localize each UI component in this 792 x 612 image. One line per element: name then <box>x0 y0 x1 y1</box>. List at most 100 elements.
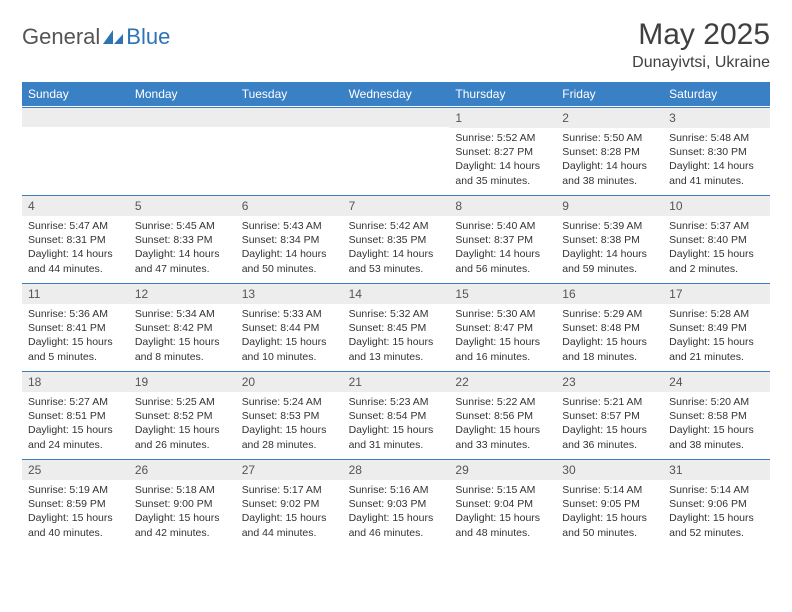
daylight-line: Daylight: 14 hours and 41 minutes. <box>669 159 764 187</box>
sunset-line: Sunset: 9:04 PM <box>455 497 550 511</box>
logo-text-general: General <box>22 24 100 50</box>
day-number: 12 <box>129 283 236 304</box>
logo-text-blue: Blue <box>126 24 170 50</box>
daylight-line: Daylight: 14 hours and 47 minutes. <box>135 247 230 275</box>
calendar-day-cell: 10Sunrise: 5:37 AMSunset: 8:40 PMDayligh… <box>663 194 770 282</box>
calendar-day-cell: 2Sunrise: 5:50 AMSunset: 8:28 PMDaylight… <box>556 106 663 194</box>
daynum-empty <box>236 107 343 127</box>
daylight-line: Daylight: 15 hours and 28 minutes. <box>242 423 337 451</box>
daylight-line: Daylight: 15 hours and 18 minutes. <box>562 335 657 363</box>
day-number: 28 <box>343 459 450 480</box>
calendar-weekday-header: SundayMondayTuesdayWednesdayThursdayFrid… <box>22 82 770 106</box>
day-number: 11 <box>22 283 129 304</box>
sunset-line: Sunset: 8:59 PM <box>28 497 123 511</box>
sunset-line: Sunset: 8:44 PM <box>242 321 337 335</box>
day-content: Sunrise: 5:36 AMSunset: 8:41 PMDaylight:… <box>22 304 129 370</box>
title-block: May 2025 Dunayivtsi, Ukraine <box>632 18 770 72</box>
day-number: 25 <box>22 459 129 480</box>
day-number: 7 <box>343 195 450 216</box>
page-header: General Blue May 2025 Dunayivtsi, Ukrain… <box>22 18 770 72</box>
daylight-line: Daylight: 14 hours and 38 minutes. <box>562 159 657 187</box>
day-content: Sunrise: 5:20 AMSunset: 8:58 PMDaylight:… <box>663 392 770 458</box>
sunset-line: Sunset: 9:06 PM <box>669 497 764 511</box>
day-content: Sunrise: 5:30 AMSunset: 8:47 PMDaylight:… <box>449 304 556 370</box>
day-number: 14 <box>343 283 450 304</box>
day-content: Sunrise: 5:29 AMSunset: 8:48 PMDaylight:… <box>556 304 663 370</box>
sunrise-line: Sunrise: 5:17 AM <box>242 483 337 497</box>
day-content: Sunrise: 5:48 AMSunset: 8:30 PMDaylight:… <box>663 128 770 194</box>
weekday-header-cell: Sunday <box>22 82 129 106</box>
sunset-line: Sunset: 9:00 PM <box>135 497 230 511</box>
day-number: 27 <box>236 459 343 480</box>
weekday-header-cell: Thursday <box>449 82 556 106</box>
sunset-line: Sunset: 8:47 PM <box>455 321 550 335</box>
sunrise-line: Sunrise: 5:15 AM <box>455 483 550 497</box>
sunrise-line: Sunrise: 5:42 AM <box>349 219 444 233</box>
daylight-line: Daylight: 15 hours and 10 minutes. <box>242 335 337 363</box>
day-number: 8 <box>449 195 556 216</box>
sunset-line: Sunset: 8:41 PM <box>28 321 123 335</box>
sunrise-line: Sunrise: 5:28 AM <box>669 307 764 321</box>
day-number: 17 <box>663 283 770 304</box>
sunset-line: Sunset: 8:45 PM <box>349 321 444 335</box>
calendar-day-cell: 1Sunrise: 5:52 AMSunset: 8:27 PMDaylight… <box>449 106 556 194</box>
day-content: Sunrise: 5:32 AMSunset: 8:45 PMDaylight:… <box>343 304 450 370</box>
day-number: 16 <box>556 283 663 304</box>
day-number: 18 <box>22 371 129 392</box>
daylight-line: Daylight: 15 hours and 5 minutes. <box>28 335 123 363</box>
day-content: Sunrise: 5:27 AMSunset: 8:51 PMDaylight:… <box>22 392 129 458</box>
sunset-line: Sunset: 8:51 PM <box>28 409 123 423</box>
sunset-line: Sunset: 8:34 PM <box>242 233 337 247</box>
daylight-line: Daylight: 15 hours and 21 minutes. <box>669 335 764 363</box>
calendar-day-cell: 13Sunrise: 5:33 AMSunset: 8:44 PMDayligh… <box>236 282 343 370</box>
daylight-line: Daylight: 15 hours and 8 minutes. <box>135 335 230 363</box>
daylight-line: Daylight: 14 hours and 56 minutes. <box>455 247 550 275</box>
month-title: May 2025 <box>632 18 770 52</box>
daylight-line: Daylight: 14 hours and 50 minutes. <box>242 247 337 275</box>
sunset-line: Sunset: 8:57 PM <box>562 409 657 423</box>
sunset-line: Sunset: 8:28 PM <box>562 145 657 159</box>
day-content: Sunrise: 5:24 AMSunset: 8:53 PMDaylight:… <box>236 392 343 458</box>
day-content: Sunrise: 5:14 AMSunset: 9:06 PMDaylight:… <box>663 480 770 546</box>
day-content: Sunrise: 5:25 AMSunset: 8:52 PMDaylight:… <box>129 392 236 458</box>
daylight-line: Daylight: 15 hours and 31 minutes. <box>349 423 444 451</box>
daylight-line: Daylight: 15 hours and 26 minutes. <box>135 423 230 451</box>
day-number: 10 <box>663 195 770 216</box>
daylight-line: Daylight: 15 hours and 46 minutes. <box>349 511 444 539</box>
calendar-day-cell: 30Sunrise: 5:14 AMSunset: 9:05 PMDayligh… <box>556 458 663 546</box>
sunset-line: Sunset: 8:54 PM <box>349 409 444 423</box>
sunrise-line: Sunrise: 5:24 AM <box>242 395 337 409</box>
day-content: Sunrise: 5:28 AMSunset: 8:49 PMDaylight:… <box>663 304 770 370</box>
sunset-line: Sunset: 8:52 PM <box>135 409 230 423</box>
day-number: 6 <box>236 195 343 216</box>
calendar-day-cell: 8Sunrise: 5:40 AMSunset: 8:37 PMDaylight… <box>449 194 556 282</box>
sunset-line: Sunset: 8:31 PM <box>28 233 123 247</box>
day-content: Sunrise: 5:40 AMSunset: 8:37 PMDaylight:… <box>449 216 556 282</box>
day-number: 24 <box>663 371 770 392</box>
daylight-line: Daylight: 15 hours and 2 minutes. <box>669 247 764 275</box>
day-content: Sunrise: 5:39 AMSunset: 8:38 PMDaylight:… <box>556 216 663 282</box>
calendar-day-cell: 26Sunrise: 5:18 AMSunset: 9:00 PMDayligh… <box>129 458 236 546</box>
sunset-line: Sunset: 8:56 PM <box>455 409 550 423</box>
day-number: 23 <box>556 371 663 392</box>
day-number: 13 <box>236 283 343 304</box>
sunrise-line: Sunrise: 5:29 AM <box>562 307 657 321</box>
day-content: Sunrise: 5:22 AMSunset: 8:56 PMDaylight:… <box>449 392 556 458</box>
daylight-line: Daylight: 15 hours and 36 minutes. <box>562 423 657 451</box>
day-number: 21 <box>343 371 450 392</box>
calendar-day-cell: 19Sunrise: 5:25 AMSunset: 8:52 PMDayligh… <box>129 370 236 458</box>
day-number: 26 <box>129 459 236 480</box>
day-number: 29 <box>449 459 556 480</box>
calendar-day-cell: 27Sunrise: 5:17 AMSunset: 9:02 PMDayligh… <box>236 458 343 546</box>
sunrise-line: Sunrise: 5:48 AM <box>669 131 764 145</box>
sunset-line: Sunset: 8:35 PM <box>349 233 444 247</box>
daylight-line: Daylight: 14 hours and 53 minutes. <box>349 247 444 275</box>
day-number: 3 <box>663 107 770 128</box>
sunset-line: Sunset: 9:02 PM <box>242 497 337 511</box>
weekday-header-cell: Saturday <box>663 82 770 106</box>
calendar-day-cell: 15Sunrise: 5:30 AMSunset: 8:47 PMDayligh… <box>449 282 556 370</box>
sunset-line: Sunset: 8:27 PM <box>455 145 550 159</box>
day-content: Sunrise: 5:21 AMSunset: 8:57 PMDaylight:… <box>556 392 663 458</box>
sunrise-line: Sunrise: 5:23 AM <box>349 395 444 409</box>
sunrise-line: Sunrise: 5:36 AM <box>28 307 123 321</box>
